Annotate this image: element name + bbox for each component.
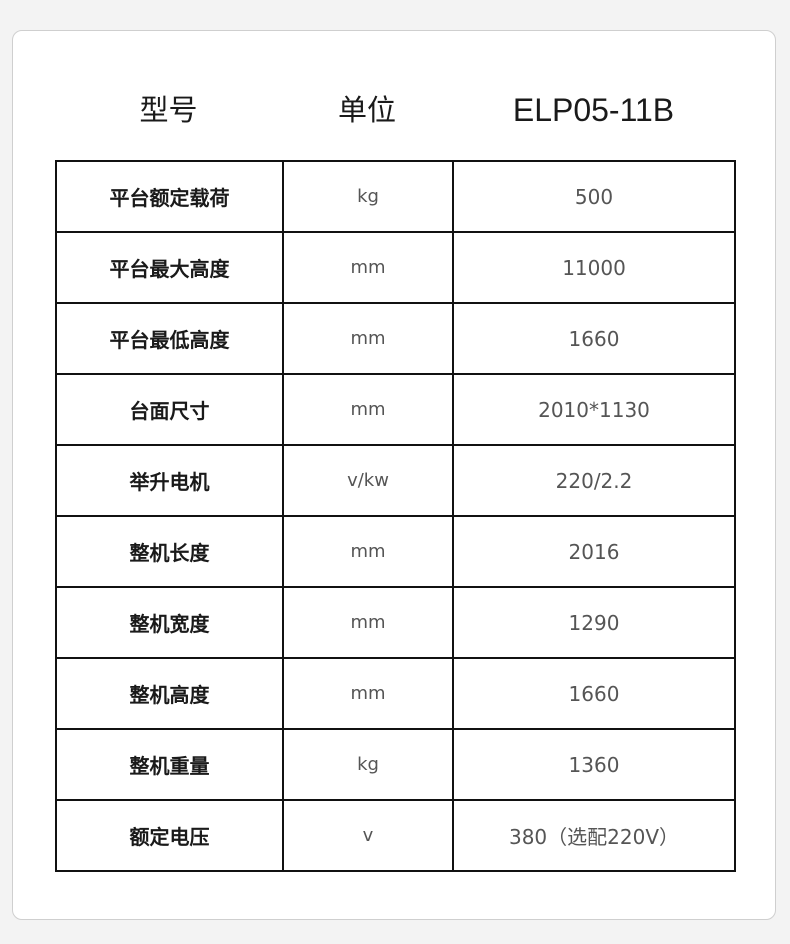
table-row: 整机重量 kg 1360 (55, 728, 736, 801)
spec-name: 整机高度 (55, 657, 284, 730)
spec-name: 整机长度 (55, 515, 284, 588)
spec-value: 1660 (452, 302, 736, 375)
table-row: 平台额定载荷 kg 500 (55, 160, 736, 233)
header-model-label: 型号 (139, 93, 198, 127)
table-row: 额定电压 v 380（选配220V） (55, 799, 736, 872)
spec-value: 220/2.2 (452, 444, 736, 517)
spec-name: 平台最大高度 (55, 231, 284, 304)
spec-value: 11000 (452, 231, 736, 304)
header-unit-label: 单位 (337, 93, 396, 127)
spec-value: 500 (452, 160, 736, 233)
spec-table: 平台额定载荷 kg 500 平台最大高度 mm 11000 平台最低高度 mm 1660 台面尺寸… (55, 160, 736, 872)
table-row: 平台最低高度 mm 1660 (55, 302, 736, 375)
spec-value: 1360 (452, 728, 736, 801)
spec-unit: mm (282, 231, 454, 304)
spec-unit: v/kw (282, 444, 454, 517)
spec-value: 380（选配220V） (452, 799, 736, 872)
table-row: 整机长度 mm 2016 (55, 515, 736, 588)
spec-value: 1660 (452, 657, 736, 730)
header-model-value: ELP05-11B (512, 92, 675, 128)
spec-unit: mm (282, 657, 454, 730)
spec-name: 台面尺寸 (55, 373, 284, 446)
spec-unit: mm (282, 586, 454, 659)
spec-unit: v (282, 799, 454, 872)
spec-name: 平台额定载荷 (55, 160, 284, 233)
table-row: 举升电机 v/kw 220/2.2 (55, 444, 736, 517)
spec-value: 2010*1130 (452, 373, 736, 446)
spec-unit: mm (282, 515, 454, 588)
spec-value: 1290 (452, 586, 736, 659)
spec-value: 2016 (452, 515, 736, 588)
spec-name: 举升电机 (55, 444, 284, 517)
table-row: 整机宽度 mm 1290 (55, 586, 736, 659)
spec-unit: kg (282, 728, 454, 801)
table-row: 平台最大高度 mm 11000 (55, 231, 736, 304)
spec-name: 整机重量 (55, 728, 284, 801)
table-row: 台面尺寸 mm 2010*1130 (55, 373, 736, 446)
spec-unit: kg (282, 160, 454, 233)
spec-unit: mm (282, 373, 454, 446)
spec-name: 平台最低高度 (55, 302, 284, 375)
spec-unit: mm (282, 302, 454, 375)
table-row: 整机高度 mm 1660 (55, 657, 736, 730)
spec-name: 额定电压 (55, 799, 284, 872)
spec-name: 整机宽度 (55, 586, 284, 659)
